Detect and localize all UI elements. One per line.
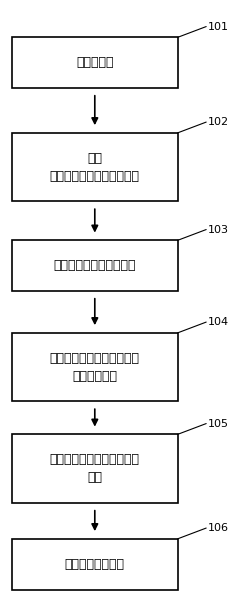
Bar [12,37,178,88]
Text: 102: 102 [207,117,228,127]
Bar [12,333,178,401]
Text: 103: 103 [207,224,228,235]
Text: 101: 101 [207,21,228,32]
Text: 构造带地层岩性组合及厚度: 构造带地层岩性组合及厚度 [50,170,140,183]
Text: 划分地热资源类型: 划分地热资源类型 [65,558,125,571]
Text: 确定: 确定 [87,471,102,484]
Text: 构造带井筒测温数据获取及: 构造带井筒测温数据获取及 [50,352,140,365]
Text: 105: 105 [207,418,228,429]
Bar [12,133,178,202]
Text: 106: 106 [207,523,228,533]
Text: 大地热流值计算及分布规律: 大地热流值计算及分布规律 [50,453,140,466]
Bar [12,240,178,291]
Text: 确定: 确定 [87,152,102,165]
Text: 104: 104 [207,317,228,327]
Bar [12,435,178,503]
Text: 划分构造带: 划分构造带 [76,56,114,69]
Text: 地温梯度确定: 地温梯度确定 [72,370,117,383]
Text: 明确不同岩性地层热导率: 明确不同岩性地层热导率 [54,259,136,272]
Bar [12,538,178,590]
